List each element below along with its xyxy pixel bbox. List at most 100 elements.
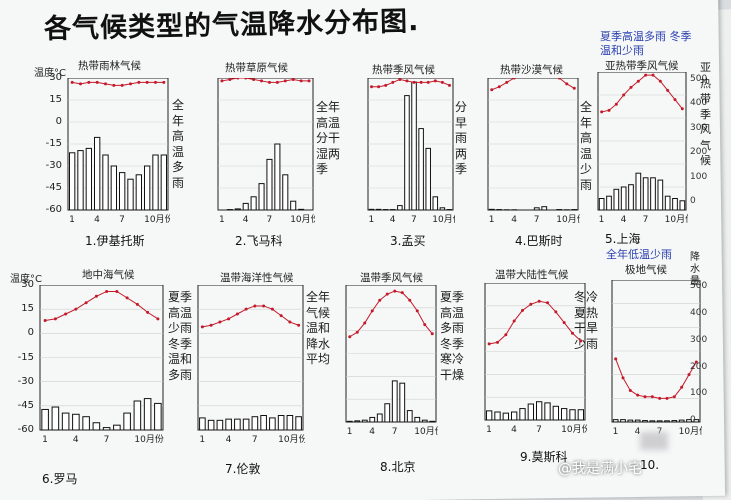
- y-tick-label: 15: [21, 303, 34, 315]
- temperature-point: [512, 78, 516, 80]
- x-tick-label: 10月份: [665, 213, 688, 225]
- temperature-point: [440, 80, 444, 84]
- y-tick-label: -15: [45, 138, 62, 149]
- precip-bar: [502, 412, 509, 421]
- precip-bar: [488, 208, 495, 211]
- precip-bar: [397, 205, 403, 211]
- city-label: 4.巴斯时: [515, 234, 563, 248]
- temperature-point: [408, 298, 412, 302]
- temperature-point: [299, 79, 303, 83]
- precip-bar: [421, 419, 428, 423]
- y-tick-label: 15: [49, 94, 62, 105]
- precip-bar: [406, 410, 413, 423]
- precip-tick-label: 500: [690, 281, 708, 291]
- precip-bar: [679, 200, 686, 211]
- y-tick-label: 30: [21, 279, 34, 290]
- temperature-point: [146, 310, 150, 314]
- temperature-point: [680, 385, 684, 389]
- precip-bar: [642, 177, 649, 211]
- temperature-point: [562, 321, 566, 325]
- climate-chart: 1 4 7 10月份: [217, 78, 315, 225]
- x-tick-label: 10月份: [290, 213, 315, 225]
- precip-bar: [411, 81, 417, 211]
- precip-bar: [672, 198, 678, 211]
- chart-title: 热带季风气候: [372, 64, 435, 76]
- precip-axis-label: 降水量: [690, 252, 700, 287]
- temperature-point: [658, 396, 662, 400]
- precip-bar: [102, 154, 109, 211]
- precip-bar: [627, 419, 634, 423]
- precip-bar: [143, 398, 152, 431]
- precip-bar: [606, 195, 612, 211]
- precip-bar: [298, 208, 305, 211]
- x-tick-label: 10月份: [134, 433, 163, 445]
- y-tick-label: -45: [45, 182, 62, 193]
- precip-tick-label: 400: [690, 307, 708, 318]
- x-tick-label: 7: [119, 215, 125, 225]
- city-label: 10.: [640, 458, 660, 472]
- precip-bar: [536, 401, 543, 421]
- temperature-point: [95, 80, 99, 84]
- chart-title: 温带海洋性气候: [220, 272, 294, 284]
- blue-margin-note: 夏季高温多雨 冬季温和少雨: [600, 30, 692, 57]
- temperature-point: [398, 78, 402, 81]
- precip-bar: [613, 188, 620, 211]
- precip-bar: [286, 415, 294, 431]
- precip-bar: [569, 409, 576, 421]
- precip-tick-label: 0: [690, 196, 696, 207]
- temperature-point: [600, 110, 604, 114]
- temperature-point: [275, 80, 279, 84]
- x-tick-label: 4: [369, 427, 375, 437]
- x-tick-label: 10月份: [432, 213, 455, 225]
- x-tick-label: 1: [369, 215, 375, 225]
- temperature-point: [70, 80, 74, 84]
- temperature-point: [680, 107, 684, 111]
- precip-bar: [295, 416, 302, 431]
- climate-chart: 1 4 7 10月份: [345, 285, 438, 437]
- chart-title: 热带沙漠气候: [500, 64, 563, 76]
- temperature-point: [297, 323, 301, 327]
- x-tick-label: 10月份: [679, 425, 702, 437]
- y-tick-label: 0: [27, 327, 34, 339]
- chart-title: 地中海气候: [82, 269, 135, 281]
- precip-bar: [425, 147, 431, 211]
- precip-bar: [216, 419, 224, 431]
- precip-bar: [404, 95, 410, 211]
- temperature-line: [45, 290, 159, 321]
- x-tick-label: 7: [104, 435, 110, 445]
- precip-bar: [527, 403, 535, 421]
- temperature-point: [236, 78, 240, 80]
- temperature-point: [579, 339, 583, 343]
- precip-bar: [664, 420, 670, 423]
- temperature-point: [156, 317, 160, 321]
- precip-bar: [260, 415, 267, 431]
- precip-tick-label: 300: [690, 334, 708, 345]
- temperature-point: [607, 108, 611, 112]
- temperature-point: [154, 80, 157, 84]
- climate-chart: 1 4 7 10月份: [197, 285, 305, 445]
- temperature-point: [288, 320, 292, 324]
- precip-bar: [418, 128, 424, 211]
- precip-bar: [664, 195, 671, 211]
- right-edge-label: 亚热带季风气候: [700, 61, 711, 167]
- precip-bar: [628, 184, 634, 211]
- precip-bar: [494, 411, 501, 421]
- x-tick-label: 7: [392, 427, 398, 437]
- precip-bar: [242, 202, 249, 211]
- temperature-point: [419, 80, 423, 84]
- precip-bar: [269, 417, 276, 431]
- temperature-point: [529, 302, 533, 306]
- temperature-point: [252, 78, 256, 81]
- temperature-point: [227, 317, 231, 321]
- city-label: 6.罗马: [42, 472, 78, 486]
- precip-bar: [133, 400, 142, 431]
- precip-tick-label: 200: [690, 361, 708, 372]
- temperature-point: [622, 93, 626, 97]
- temperature-point: [665, 396, 669, 400]
- temperature-point: [694, 360, 698, 364]
- temperature-point: [393, 289, 397, 293]
- precip-bar: [486, 410, 493, 421]
- temperature-line: [601, 74, 683, 113]
- temperature-point: [415, 309, 419, 313]
- precip-tick-label: 100: [690, 171, 708, 182]
